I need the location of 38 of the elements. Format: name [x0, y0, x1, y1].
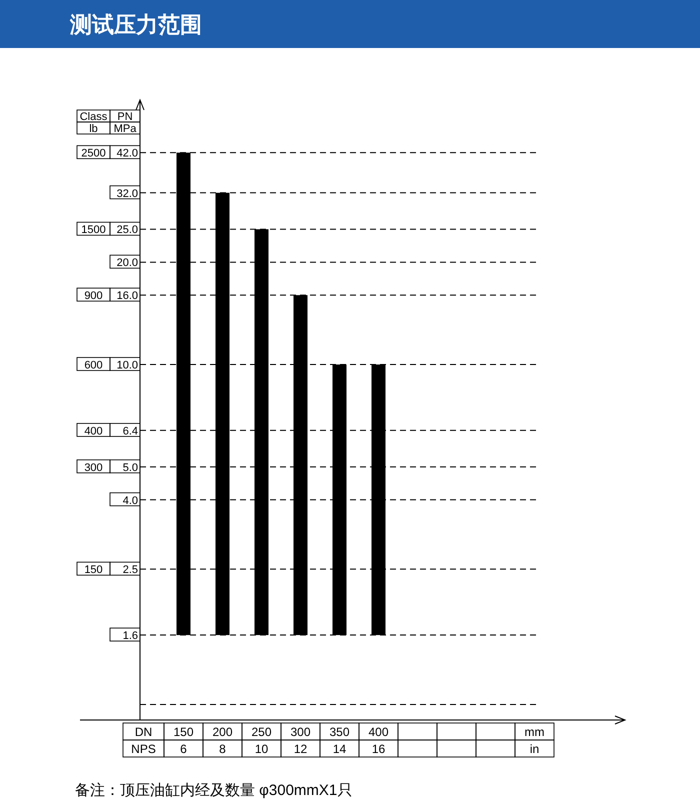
text: 10: [254, 742, 268, 756]
text: NPS: [131, 742, 156, 756]
y-tick-label: 42.0: [116, 148, 138, 160]
text: 6: [180, 742, 188, 756]
x-axis-title: DN: [134, 725, 152, 739]
y-tick-label: 4.0: [122, 494, 138, 507]
x-tick-label: 250: [251, 725, 272, 739]
y-tick-label: 2.5: [122, 564, 138, 576]
y-tick-label: 1.6: [122, 630, 138, 642]
y-tick-label: 10.0: [116, 360, 138, 372]
y-tick-label: 5.0: [122, 462, 138, 474]
x-tick-label: 200: [212, 725, 233, 739]
text: 12: [294, 742, 308, 756]
text: 8: [219, 742, 226, 756]
text: in: [530, 742, 540, 756]
text: 16: [372, 742, 386, 756]
chart-title: 测试压力范围: [69, 12, 202, 37]
text: 2500: [81, 148, 106, 160]
y-tick-label: 25.0: [116, 224, 138, 236]
text: 1500: [81, 224, 106, 236]
text: 400: [84, 425, 103, 438]
y2-axis-title: Class lb: [80, 111, 108, 135]
y-tick-label: 6.4: [122, 425, 138, 438]
text: 150: [84, 564, 103, 576]
x-tick-label: 150: [173, 725, 194, 739]
text: mm: [524, 725, 544, 739]
x-tick-label: 350: [329, 725, 350, 739]
y-tick-label: 32.0: [116, 188, 138, 200]
y-axis-title: PN MPa: [114, 111, 138, 135]
x-tick-label: 400: [368, 725, 389, 739]
y-tick-label: 16.0: [116, 290, 138, 302]
y-tick-label: 20.0: [116, 257, 138, 270]
text: 300: [84, 462, 103, 474]
text: 备注：顶压油缸内经及数量 φ300mmX1只: [75, 782, 352, 799]
text: 600: [84, 360, 103, 372]
text: 14: [332, 742, 346, 756]
text: 900: [84, 290, 103, 302]
x-tick-label: 300: [290, 725, 311, 739]
